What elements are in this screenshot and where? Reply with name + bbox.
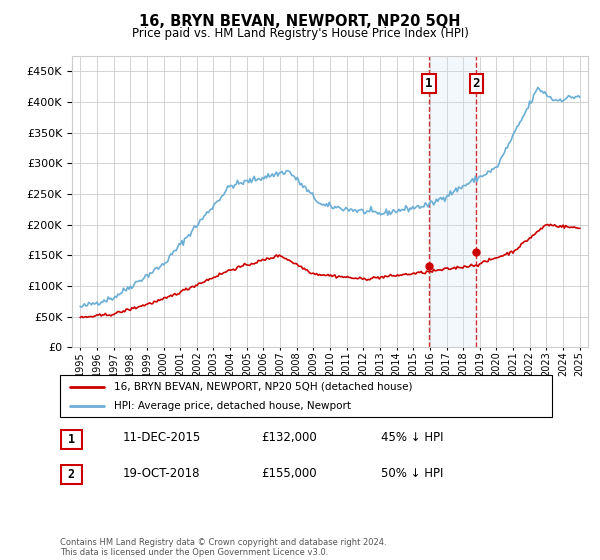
Text: HPI: Average price, detached house, Newport: HPI: Average price, detached house, Newp… bbox=[114, 401, 351, 411]
Text: 50% ↓ HPI: 50% ↓ HPI bbox=[381, 466, 443, 480]
Text: 16, BRYN BEVAN, NEWPORT, NP20 5QH (detached house): 16, BRYN BEVAN, NEWPORT, NP20 5QH (detac… bbox=[114, 382, 413, 392]
Bar bbox=[429, 56, 476, 347]
Text: 11-DEC-2015: 11-DEC-2015 bbox=[123, 431, 201, 445]
Text: 1: 1 bbox=[68, 433, 75, 446]
Text: 2: 2 bbox=[68, 468, 75, 482]
Text: £155,000: £155,000 bbox=[261, 466, 317, 480]
Text: 19-OCT-2018: 19-OCT-2018 bbox=[123, 466, 200, 480]
Text: Price paid vs. HM Land Registry's House Price Index (HPI): Price paid vs. HM Land Registry's House … bbox=[131, 27, 469, 40]
FancyBboxPatch shape bbox=[61, 465, 82, 484]
Text: Contains HM Land Registry data © Crown copyright and database right 2024.
This d: Contains HM Land Registry data © Crown c… bbox=[60, 538, 386, 557]
Text: 2: 2 bbox=[473, 77, 480, 90]
Text: 16, BRYN BEVAN, NEWPORT, NP20 5QH: 16, BRYN BEVAN, NEWPORT, NP20 5QH bbox=[139, 14, 461, 29]
Text: 45% ↓ HPI: 45% ↓ HPI bbox=[381, 431, 443, 445]
Text: 1: 1 bbox=[425, 77, 433, 90]
Text: £132,000: £132,000 bbox=[261, 431, 317, 445]
FancyBboxPatch shape bbox=[61, 430, 82, 449]
FancyBboxPatch shape bbox=[60, 375, 552, 417]
